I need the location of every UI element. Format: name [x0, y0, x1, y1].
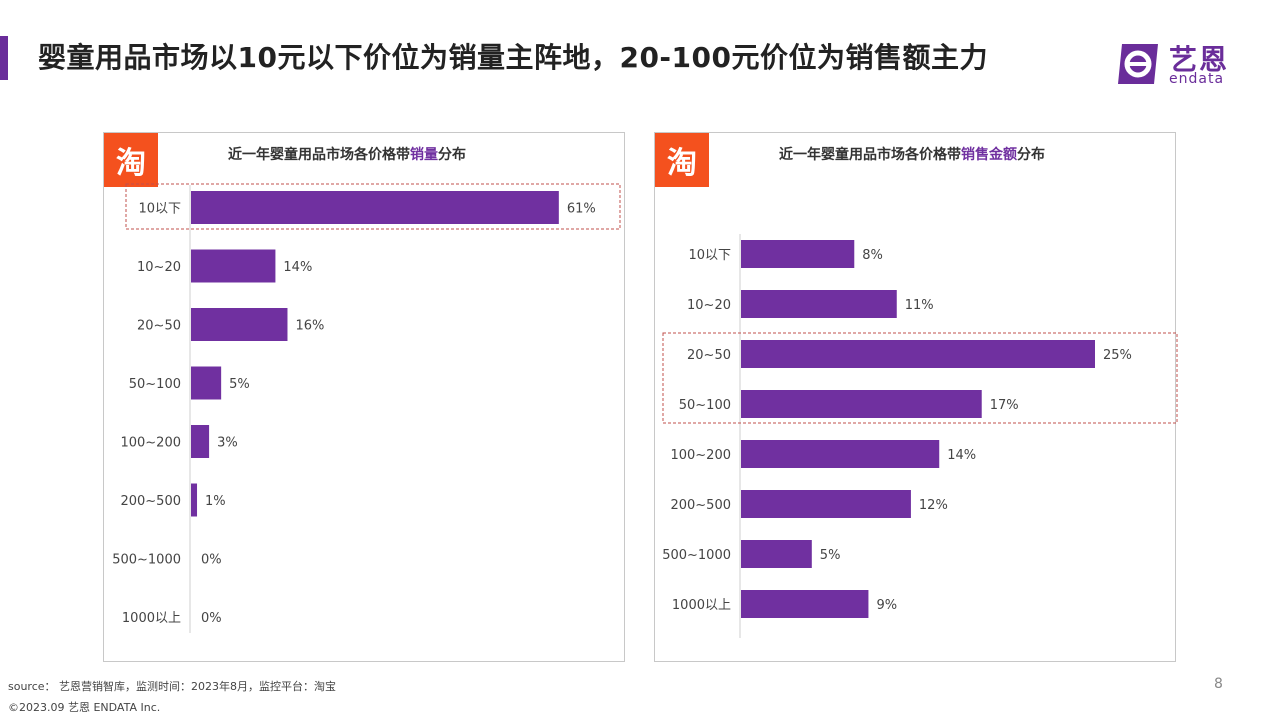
sales-amount-bar-chart: 10以下 8% 10~20 11% 20~50 25% 50~100 17% 100~200 14… [662, 234, 1178, 638]
bar [741, 590, 869, 618]
chart-title: 近一年婴童用品市场各价格带销售金额分布 [779, 144, 1045, 164]
highlight-box [662, 332, 1178, 424]
bar [741, 240, 855, 268]
category-label: 200~500 [670, 498, 731, 513]
chart-title-prefix: 近一年婴童用品市场各价格带 [779, 147, 961, 163]
bar [741, 340, 1095, 368]
highlight-box [125, 183, 621, 230]
category-label: 50~100 [129, 377, 181, 392]
chart-title: 近一年婴童用品市场各价格带销量分布 [228, 144, 466, 164]
sales-volume-bar-chart: 10以下 61% 10~20 14% 20~50 16% 50~100 5% 100~200 3%… [112, 183, 621, 633]
chart-title-highlight: 销售金额 [961, 147, 1017, 163]
title-accent-bar [0, 36, 8, 80]
taobao-badge: 淘 [655, 133, 709, 187]
data-label: 8% [862, 248, 883, 263]
category-label: 20~50 [137, 319, 181, 334]
category-label: 20~50 [687, 348, 731, 363]
logo-name: 艺恩 [1169, 43, 1230, 76]
footer-source: source： 艺恩营销智库，监测时间：2023年8月，监控平台：淘宝 [8, 680, 337, 693]
chart-title-suffix: 分布 [438, 147, 466, 163]
data-label: 0% [201, 611, 222, 626]
bar [741, 490, 911, 518]
data-label: 14% [283, 260, 312, 275]
data-label: 14% [947, 448, 976, 463]
category-label: 50~100 [679, 398, 731, 413]
category-label: 1000以上 [122, 611, 181, 626]
logo-subtitle: endata [1169, 71, 1225, 87]
chart-title-suffix: 分布 [1017, 147, 1045, 163]
bar [741, 290, 897, 318]
data-label: 17% [990, 398, 1019, 413]
data-label: 12% [919, 498, 948, 513]
bar [741, 540, 812, 568]
data-label: 1% [205, 494, 226, 509]
endata-logo-icon [1118, 44, 1158, 84]
sales-volume-chart-panel: 淘 近一年婴童用品市场各价格带销量分布 10以下 61% 10~20 14% 20~50… [103, 132, 625, 662]
page-title: 婴童用品市场以10元以下价位为销量主阵地，20-100元价位为销售额主力 [38, 41, 989, 74]
data-label: 0% [201, 553, 222, 568]
taobao-badge: 淘 [104, 133, 158, 187]
category-label: 100~200 [670, 448, 731, 463]
bar [191, 483, 198, 517]
footer-copyright: ©2023.09 艺恩 ENDATA Inc. [8, 701, 161, 714]
chart-title-highlight: 销量 [410, 147, 438, 163]
bar [741, 390, 982, 418]
category-label: 10以下 [138, 202, 181, 217]
category-label: 10~20 [137, 260, 181, 275]
data-label: 5% [820, 548, 841, 563]
bar [191, 425, 210, 458]
category-label: 10以下 [688, 248, 731, 263]
bar [191, 366, 222, 400]
category-label: 10~20 [687, 298, 731, 313]
sales-amount-chart-panel: 淘 近一年婴童用品市场各价格带销售金额分布 10以下 8% 10~20 11% 20~5… [654, 132, 1178, 662]
endata-logo: 艺恩 endata [1114, 38, 1244, 90]
bar [191, 249, 276, 283]
chart-title-prefix: 近一年婴童用品市场各价格带 [228, 147, 410, 163]
bar [741, 440, 940, 468]
category-label: 200~500 [120, 494, 181, 509]
data-label: 9% [876, 598, 897, 613]
data-label: 16% [295, 319, 324, 334]
category-label: 100~200 [120, 436, 181, 451]
category-label: 1000以上 [672, 598, 731, 613]
page-number: 8 [1214, 676, 1223, 692]
data-label: 61% [567, 202, 596, 217]
data-label: 5% [229, 377, 250, 392]
data-label: 25% [1103, 348, 1132, 363]
data-label: 11% [905, 298, 934, 313]
data-label: 3% [217, 436, 238, 451]
bar [191, 191, 559, 224]
bar [191, 308, 288, 341]
category-label: 500~1000 [112, 553, 181, 568]
category-label: 500~1000 [662, 548, 731, 563]
